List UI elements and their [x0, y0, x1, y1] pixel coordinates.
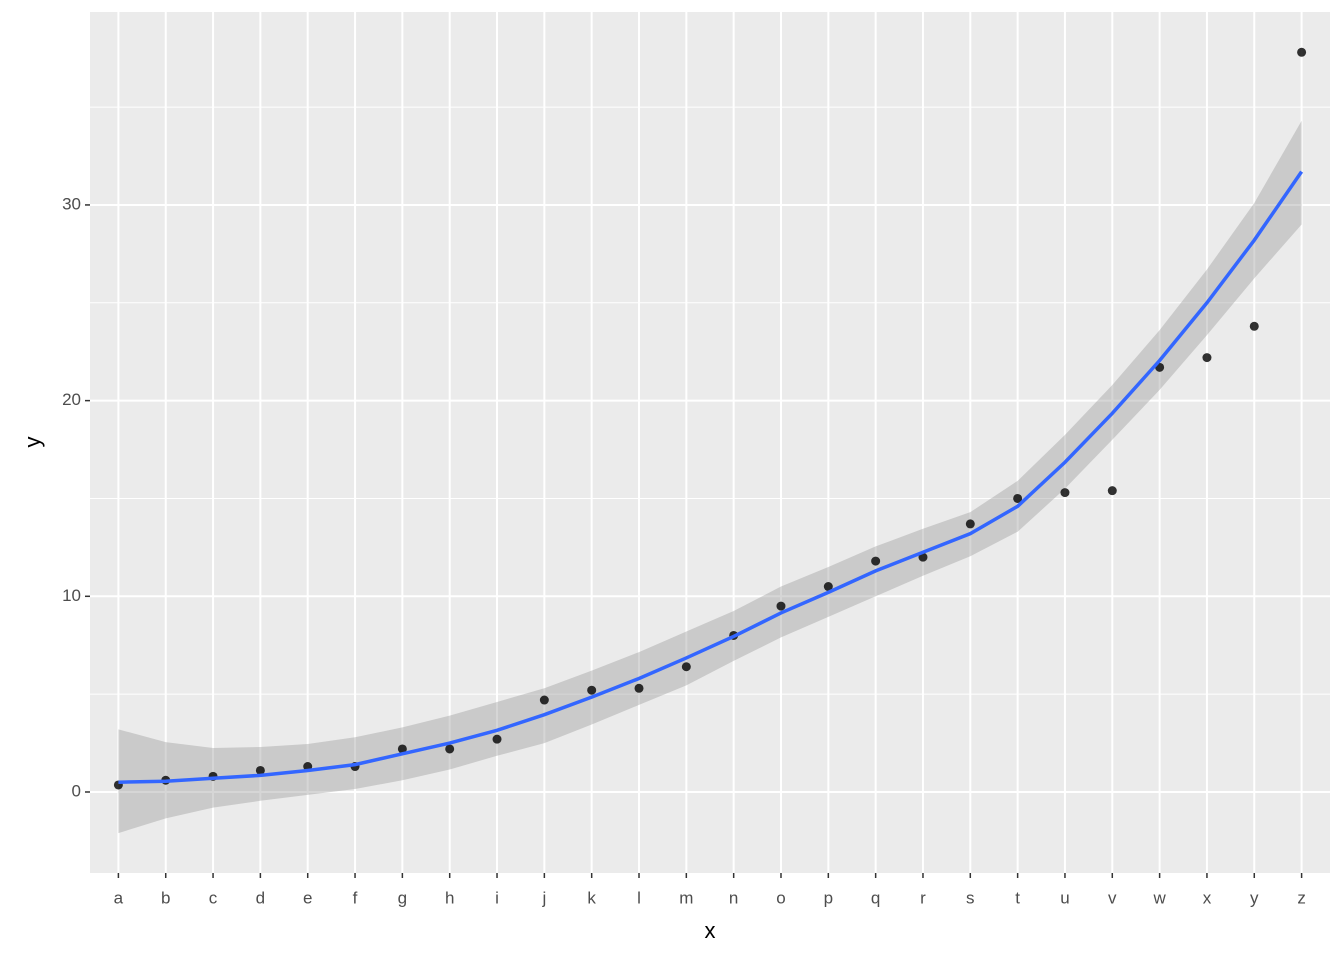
- x-tick-label: n: [729, 888, 738, 907]
- x-tick-label: l: [637, 888, 641, 907]
- x-tick-label: g: [398, 888, 407, 907]
- x-tick-label: v: [1108, 888, 1117, 907]
- x-tick-label: q: [871, 888, 880, 907]
- point: [871, 556, 881, 566]
- point: [539, 695, 549, 705]
- y-axis-title: y: [20, 437, 45, 448]
- point: [445, 744, 455, 754]
- point: [587, 685, 597, 695]
- x-tick-label: r: [920, 888, 926, 907]
- x-tick-label: i: [495, 888, 499, 907]
- x-tick-label: c: [209, 888, 218, 907]
- point: [1013, 493, 1023, 503]
- point: [492, 734, 502, 744]
- x-tick-label: f: [353, 888, 358, 907]
- y-tick-label: 0: [72, 781, 81, 800]
- panel: [90, 12, 1330, 873]
- smooth-line: [118, 170, 1304, 784]
- point: [681, 662, 691, 672]
- point: [1107, 486, 1117, 496]
- point: [1202, 353, 1212, 363]
- point: [1249, 321, 1259, 331]
- x-tick-label: p: [824, 888, 833, 907]
- point: [1060, 488, 1070, 498]
- point: [965, 519, 975, 529]
- y-tick-label: 20: [62, 390, 81, 409]
- y-tick-label: 30: [62, 194, 81, 213]
- x-tick-label: h: [445, 888, 454, 907]
- point: [823, 582, 833, 592]
- y-tick-label: 10: [62, 586, 81, 605]
- point: [397, 744, 407, 754]
- x-tick-label: y: [1250, 888, 1259, 907]
- x-tick-label: w: [1152, 888, 1166, 907]
- point: [634, 683, 644, 693]
- point: [776, 601, 786, 611]
- x-tick-label: x: [1203, 888, 1212, 907]
- x-tick-label: k: [587, 888, 596, 907]
- x-tick-label: a: [114, 888, 124, 907]
- x-axis-title: x: [705, 918, 716, 943]
- x-tick-label: b: [161, 888, 170, 907]
- x-tick-label: t: [1015, 888, 1020, 907]
- x-tick-label: e: [303, 888, 312, 907]
- x-tick-label: j: [541, 888, 546, 907]
- x-tick-label: s: [966, 888, 975, 907]
- x-tick-label: o: [776, 888, 785, 907]
- point: [255, 765, 265, 775]
- x-tick-label: z: [1297, 888, 1306, 907]
- x-tick-label: d: [256, 888, 265, 907]
- point: [1297, 47, 1307, 57]
- x-tick-label: m: [679, 888, 693, 907]
- x-tick-label: u: [1060, 888, 1069, 907]
- confidence-band: [118, 120, 1302, 834]
